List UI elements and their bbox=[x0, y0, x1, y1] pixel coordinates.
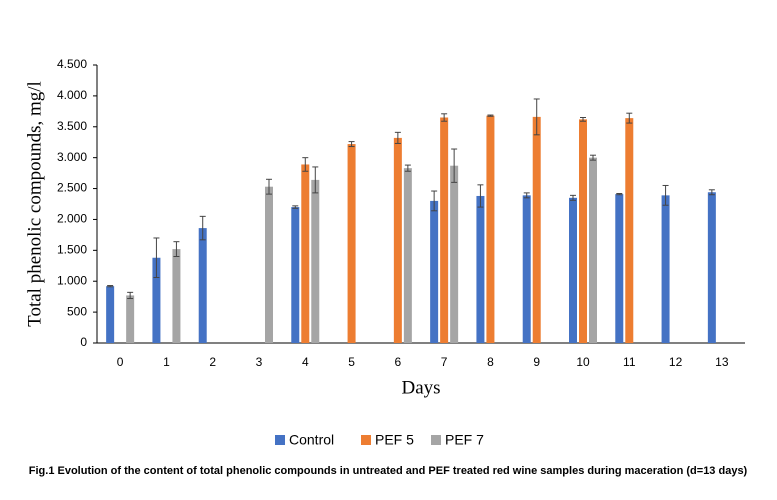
x-tick-label: 9 bbox=[533, 355, 540, 369]
bar bbox=[265, 186, 273, 343]
caption: Fig.1 Evolution of the content of total … bbox=[29, 465, 748, 477]
bar bbox=[661, 195, 670, 343]
y-tick-label: 2.500 bbox=[57, 181, 87, 195]
x-tick-label: 4 bbox=[302, 355, 309, 369]
y-tick-label: 3.000 bbox=[57, 150, 87, 164]
y-tick-label: 4.500 bbox=[57, 57, 87, 71]
y-tick-label: 500 bbox=[67, 304, 87, 318]
y-tick-label: 1.000 bbox=[57, 273, 87, 287]
x-tick-label: 3 bbox=[256, 355, 263, 369]
y-axis-label: Total phenolic compounds, mg/l bbox=[24, 81, 45, 327]
x-tick-label: 1 bbox=[163, 355, 170, 369]
bar bbox=[198, 228, 207, 343]
legend-swatch bbox=[275, 435, 285, 445]
bar bbox=[569, 197, 577, 343]
y-tick-label: 3.500 bbox=[57, 119, 87, 133]
x-tick-label: 12 bbox=[669, 355, 683, 369]
bar bbox=[172, 249, 181, 343]
bar bbox=[532, 116, 541, 343]
x-tick-label: 7 bbox=[441, 355, 448, 369]
bar bbox=[625, 118, 634, 343]
bar bbox=[301, 164, 310, 343]
legend-swatch bbox=[361, 435, 371, 445]
legend-label: PEF 5 bbox=[375, 432, 414, 448]
bar bbox=[403, 168, 412, 343]
bar bbox=[126, 295, 135, 343]
bar bbox=[476, 195, 485, 343]
bar bbox=[311, 179, 320, 343]
x-tick-label: 8 bbox=[487, 355, 494, 369]
y-tick-label: 2.000 bbox=[57, 212, 87, 226]
y-tick-label: 0 bbox=[80, 335, 87, 349]
x-tick-label: 6 bbox=[395, 355, 402, 369]
x-tick-label: 10 bbox=[576, 355, 590, 369]
bar bbox=[615, 194, 624, 343]
bar bbox=[106, 286, 115, 343]
legend-swatch bbox=[431, 435, 441, 445]
y-tick-label: 1.500 bbox=[57, 243, 87, 257]
bar bbox=[347, 144, 356, 343]
x-tick-label: 13 bbox=[715, 355, 729, 369]
x-tick-label: 5 bbox=[348, 355, 355, 369]
bar bbox=[707, 192, 716, 343]
x-tick-label: 11 bbox=[623, 355, 636, 369]
bar bbox=[393, 137, 402, 343]
legend-label: Control bbox=[289, 432, 334, 448]
y-tick-label: 4.000 bbox=[57, 88, 87, 102]
bar bbox=[486, 115, 495, 343]
bar bbox=[579, 119, 587, 343]
bar bbox=[152, 257, 161, 343]
bar bbox=[450, 165, 459, 343]
x-tick-label: 2 bbox=[209, 355, 216, 369]
bar bbox=[291, 207, 300, 343]
bar bbox=[589, 157, 597, 343]
bar bbox=[522, 195, 531, 343]
x-axis-label: Days bbox=[401, 377, 440, 398]
x-tick-label: 0 bbox=[117, 355, 124, 369]
bar bbox=[430, 200, 439, 343]
bar bbox=[440, 117, 449, 343]
legend-label: PEF 7 bbox=[445, 432, 484, 448]
